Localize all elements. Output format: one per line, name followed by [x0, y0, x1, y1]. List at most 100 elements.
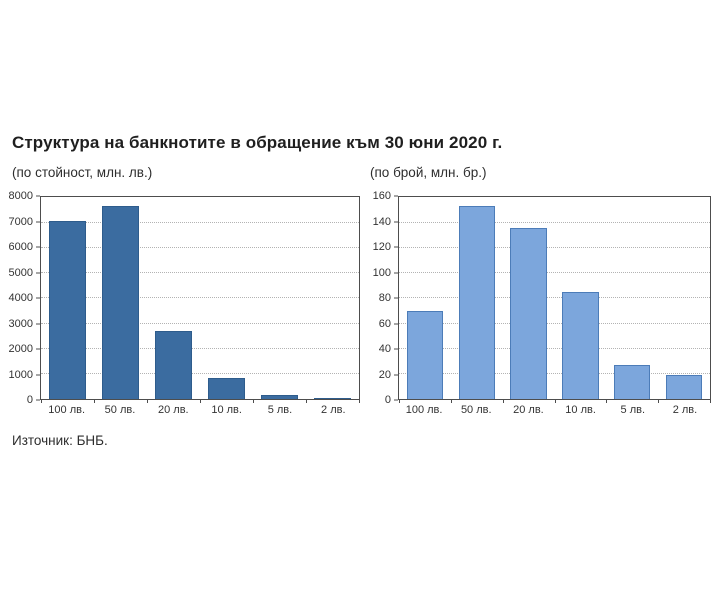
x-tick-mark	[253, 399, 254, 404]
x-tick-mark	[450, 399, 452, 404]
plot-wrap: 100 лв. 50 лв. 20 лв. 10 лв. 5 лв. 2 лв.	[398, 196, 711, 416]
chart-body: 0 1000 2000 3000 4000 5000 6000 7000 8000 100 лв…	[8, 190, 360, 416]
y-tick-mark	[36, 399, 40, 401]
gridline	[399, 347, 710, 349]
bar-slot	[41, 197, 94, 400]
x-tick-label: 2 лв.	[321, 404, 346, 417]
bar-slot	[503, 197, 555, 400]
y-tick-label: 160	[372, 190, 391, 203]
bar-100 лв.	[48, 221, 87, 400]
bar-5 лв.	[614, 365, 651, 400]
gridline	[41, 221, 359, 223]
bar-10 лв.	[562, 291, 599, 400]
bar-50 лв.	[458, 206, 495, 400]
chart-subtitle-value: (по стойност, млн. лв.)	[12, 165, 153, 181]
y-tick-label: 0	[384, 394, 391, 407]
bar-2 лв.	[313, 398, 352, 400]
charts-row: (по стойност, млн. лв.) 0 1000 2000 3000 400…	[8, 165, 711, 416]
y-axis: 0 1000 2000 3000 4000 5000 6000 7000 8000	[8, 190, 40, 406]
bar-2 лв.	[665, 375, 703, 400]
y-tick-mark	[36, 297, 40, 299]
y-tick-label: 3000	[8, 317, 33, 330]
bar-100 лв.	[406, 310, 444, 400]
chart-by-count: (по брой, млн. бр.) 0 20 40 60 80 100 120 140 16…	[370, 165, 711, 416]
y-tick-mark	[394, 323, 398, 325]
x-tick-label: 50 лв.	[460, 404, 492, 417]
bar-slot	[147, 197, 200, 400]
y-tick-label: 40	[378, 343, 391, 356]
gridline	[41, 322, 359, 324]
y-tick-label: 0	[26, 394, 33, 407]
x-tick-label: 100 лв.	[48, 404, 86, 417]
x-tick-label: 10 лв.	[211, 404, 242, 417]
y-tick-label: 20	[378, 368, 391, 381]
y-tick-label: 120	[372, 241, 391, 254]
y-tick-label: 8000	[8, 190, 33, 203]
y-tick-mark	[36, 195, 40, 197]
plot-wrap: 100 лв. 50 лв. 20 лв. 10 лв. 5 лв. 2 лв.	[40, 196, 360, 416]
y-tick-mark	[36, 221, 40, 223]
bar-50 лв.	[101, 206, 140, 400]
x-tick-label: 5 лв.	[620, 404, 646, 417]
bars-layer	[41, 197, 359, 400]
y-tick-mark	[394, 297, 398, 299]
x-tick-mark	[147, 399, 148, 404]
bar-slot	[451, 197, 503, 400]
gridline	[399, 297, 710, 299]
y-tick-mark	[36, 272, 40, 274]
x-tick-mark	[658, 399, 660, 404]
gridline	[399, 221, 710, 223]
y-tick-label: 60	[378, 317, 391, 330]
x-tick-mark	[359, 399, 360, 404]
gridline	[399, 246, 710, 248]
y-axis: 0 20 40 60 80 100 120 140 160	[370, 190, 398, 406]
y-tick-mark	[394, 272, 398, 274]
bar-slot	[606, 197, 658, 400]
x-tick-label: 2 лв.	[672, 404, 698, 417]
y-tick-label: 6000	[8, 241, 33, 254]
gridline	[41, 373, 359, 374]
y-tick-mark	[394, 348, 398, 350]
x-tick-label: 20 лв.	[158, 404, 189, 417]
y-tick-label: 1000	[8, 368, 33, 381]
y-tick-mark	[36, 323, 40, 325]
x-tick-mark	[710, 399, 711, 404]
gridline	[399, 272, 710, 273]
y-tick-mark	[394, 195, 398, 197]
y-tick-label: 2000	[8, 343, 33, 356]
bar-slot	[306, 197, 359, 400]
y-tick-mark	[36, 348, 40, 350]
x-tick-label: 5 лв.	[267, 404, 293, 417]
y-tick-mark	[394, 221, 398, 223]
plot-area	[40, 196, 360, 404]
gridline	[41, 297, 359, 299]
x-tick-label: 10 лв.	[565, 404, 596, 417]
source-note: Източник: БНБ.	[12, 433, 108, 449]
y-tick-label: 140	[372, 215, 391, 228]
y-tick-label: 5000	[8, 266, 33, 279]
page-title: Структура на банкнотите в обращение към …	[12, 133, 503, 152]
x-tick-label: 50 лв.	[104, 404, 136, 417]
chart-by-value: (по стойност, млн. лв.) 0 1000 2000 3000 400…	[8, 165, 360, 416]
bar-slot	[399, 197, 451, 400]
x-tick-label: 100 лв.	[405, 404, 443, 417]
y-tick-mark	[36, 246, 40, 248]
x-tick-mark	[399, 399, 400, 404]
gridline	[41, 246, 359, 248]
x-tick-mark	[94, 399, 95, 404]
x-axis: 100 лв. 50 лв. 20 лв. 10 лв. 5 лв. 2 лв.	[398, 400, 711, 416]
y-tick-mark	[394, 246, 398, 248]
bar-10 лв.	[207, 377, 246, 400]
y-tick-mark	[394, 374, 398, 376]
x-tick-mark	[41, 399, 42, 404]
x-tick-mark	[502, 399, 504, 404]
gridline	[399, 373, 710, 374]
gridline	[41, 347, 359, 349]
x-axis: 100 лв. 50 лв. 20 лв. 10 лв. 5 лв. 2 лв.	[40, 400, 360, 416]
y-tick-label: 7000	[8, 215, 33, 228]
y-tick-label: 4000	[8, 292, 33, 305]
bars-layer	[399, 197, 710, 400]
y-tick-mark	[36, 374, 40, 376]
bar-slot	[200, 197, 253, 400]
